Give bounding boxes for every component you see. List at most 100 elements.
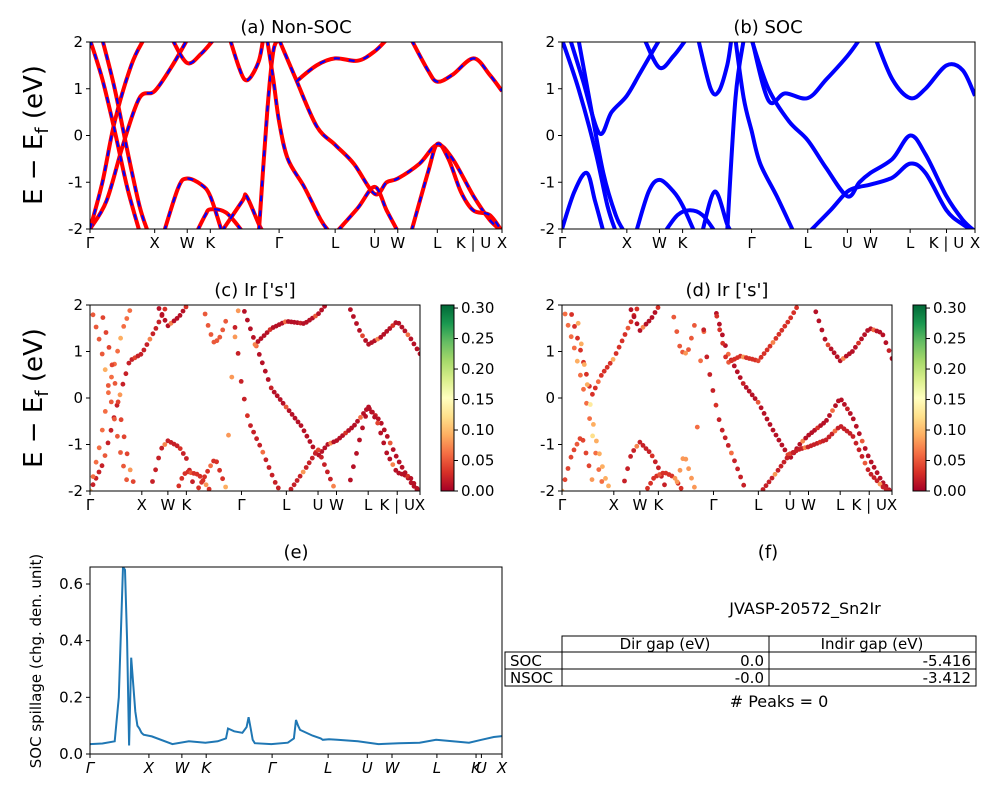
- scatter-point: [291, 482, 297, 488]
- scatter-point: [417, 351, 420, 357]
- x-tick-label: K | U: [852, 496, 887, 514]
- scatter-point: [634, 321, 640, 327]
- band-line: [750, 42, 861, 106]
- scatter-point: [587, 402, 593, 407]
- y-tick-label: 0.2: [59, 688, 83, 706]
- scatter-point: [124, 316, 130, 321]
- scatter-point: [773, 336, 779, 341]
- scatter-point: [569, 312, 574, 317]
- table-cell: 0.0: [740, 652, 764, 670]
- table-cell: -0.0: [735, 669, 764, 687]
- scatter-point: [853, 440, 859, 446]
- scatter-point: [819, 327, 825, 333]
- scatter-point: [262, 368, 268, 374]
- x-tick-label: L: [754, 496, 763, 514]
- scatter-point: [886, 488, 892, 491]
- scatter-point: [683, 490, 685, 491]
- scatter-point: [396, 320, 402, 326]
- scatter-point: [634, 306, 640, 312]
- scatter-point: [399, 324, 405, 330]
- scatter-point: [862, 332, 867, 338]
- scatter-point: [568, 454, 574, 460]
- x-tick-label: K | U: [929, 234, 964, 252]
- scatter-point: [263, 457, 269, 463]
- scatter-point: [749, 392, 755, 398]
- scatter-point: [255, 339, 261, 344]
- scatter-point: [833, 403, 838, 409]
- scatter-point: [643, 490, 646, 491]
- scatter-point: [761, 351, 767, 356]
- scatter-point: [763, 483, 769, 489]
- scatter-point: [574, 305, 576, 306]
- scatter-point: [812, 305, 814, 306]
- scatter-point: [331, 483, 336, 489]
- scatter-point: [408, 476, 414, 481]
- y-tick-label: 1: [545, 343, 555, 361]
- x-tick-label: W: [160, 496, 175, 514]
- scatter-point: [156, 455, 162, 461]
- scatter-point: [565, 466, 571, 471]
- scatter-point: [758, 405, 764, 411]
- scatter-point: [581, 386, 586, 392]
- scatter-point: [839, 397, 844, 403]
- x-tick-label: K | U: [380, 496, 415, 514]
- scatter-point: [741, 482, 747, 488]
- scatter-point: [619, 338, 625, 344]
- band-line: [410, 42, 502, 93]
- scatter-point: [132, 305, 134, 306]
- y-tick-label: 0.4: [59, 632, 83, 650]
- scatter-point: [752, 396, 758, 401]
- scatter-point: [713, 305, 715, 306]
- band-line-dashed: [229, 42, 264, 82]
- scatter-point: [127, 308, 133, 313]
- scatter-point: [147, 336, 153, 342]
- scatter-point: [378, 420, 384, 426]
- scatter-point: [578, 347, 583, 353]
- table-header-indir: Indir gap (eV): [821, 635, 924, 653]
- scatter-point: [886, 348, 892, 353]
- scatter-point: [694, 424, 700, 430]
- x-tick-label: K: [201, 759, 212, 777]
- scatter-point: [223, 484, 229, 490]
- scatter-point: [587, 416, 592, 421]
- band-line: [228, 42, 265, 83]
- scatter-point: [303, 465, 309, 470]
- x-tick-label: X: [143, 759, 155, 777]
- scatter-point: [562, 311, 568, 317]
- scatter-point: [578, 372, 583, 378]
- scatter-point: [352, 422, 357, 428]
- scatter-point: [746, 388, 752, 394]
- scatter-point: [159, 312, 165, 317]
- band-line: [700, 189, 732, 229]
- y-tick-label: -2: [68, 220, 83, 238]
- scatter-point: [643, 446, 649, 451]
- scatter-point: [159, 445, 165, 451]
- scatter-point: [184, 456, 189, 461]
- scatter-point: [162, 306, 168, 312]
- x-tick-label: Γ: [86, 759, 96, 777]
- scatter-point: [622, 332, 628, 337]
- scatter-point: [591, 422, 596, 427]
- scatter-point: [674, 479, 680, 485]
- scatter-point: [683, 456, 689, 462]
- scatter-point: [155, 305, 157, 306]
- scatter-point: [99, 463, 105, 469]
- scatter-point: [604, 364, 610, 370]
- scatter-point: [153, 467, 159, 473]
- scatter-point: [390, 323, 396, 328]
- band-line: [725, 42, 746, 229]
- scatter-point: [755, 358, 761, 364]
- scatter-point: [628, 454, 633, 459]
- scatter-point: [643, 321, 649, 327]
- scatter-point: [197, 473, 203, 479]
- scatter-point: [779, 327, 785, 333]
- colorbar-tick-label: 0.00: [461, 482, 494, 500]
- colorbar-tick-label: 0.05: [461, 452, 494, 470]
- y-tick-label: -2: [540, 220, 555, 238]
- scatter-point: [584, 382, 590, 387]
- scatter-point: [315, 447, 321, 453]
- scatter-point: [686, 466, 691, 472]
- scatter-point: [827, 413, 832, 418]
- band-line: [562, 42, 618, 229]
- y-tick-label: -2: [540, 482, 555, 500]
